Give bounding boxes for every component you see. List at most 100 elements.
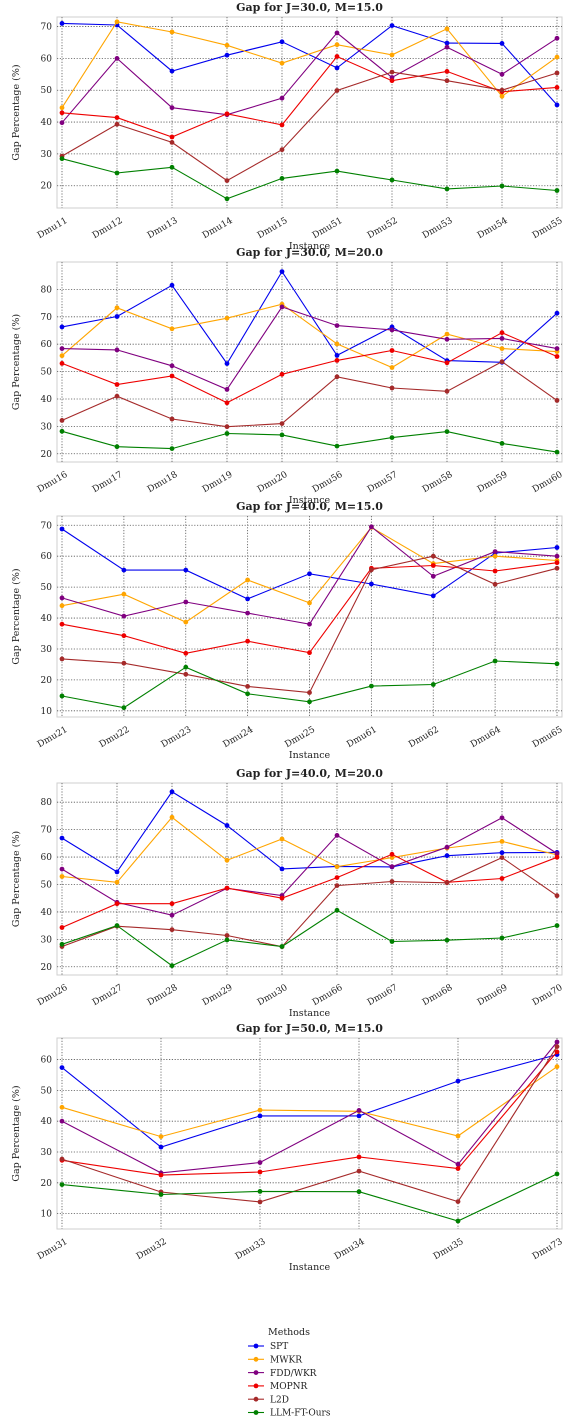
data-point-mopnr — [114, 382, 120, 387]
series-line-llm-ft-ours — [61, 430, 558, 453]
data-point-fdd-wkr — [444, 44, 450, 50]
data-point-l2d — [224, 178, 230, 184]
x-tick-label: Dmu68 — [421, 983, 455, 1008]
x-tick-label: Dmu57 — [366, 470, 400, 495]
data-point-l2d — [444, 880, 450, 886]
y-tick-label: 60 — [41, 1056, 53, 1066]
data-point-fdd-wkr — [430, 573, 436, 579]
legend-marker — [253, 1383, 259, 1389]
data-point-mopnr — [279, 122, 285, 128]
data-point-mopnr — [279, 895, 285, 901]
data-point-llm-ft-ours — [499, 183, 505, 189]
data-point-l2d — [114, 393, 120, 399]
x-tick-label: Dmu30 — [256, 983, 290, 1008]
data-point-mopnr — [307, 650, 312, 656]
data-point-l2d — [279, 147, 285, 153]
x-axis-label: Instance — [289, 241, 331, 252]
data-point-mwkr — [334, 341, 340, 347]
data-point-mwkr — [59, 105, 65, 111]
series-line-mopnr — [61, 1051, 558, 1176]
series-line-l2d — [61, 361, 558, 428]
x-tick-label: Dmu55 — [531, 216, 563, 241]
data-point-fdd-wkr — [183, 599, 189, 605]
data-point-fdd-wkr — [114, 347, 120, 353]
data-point-llm-ft-ours — [279, 944, 285, 949]
x-tick-label: Dmu27 — [91, 983, 125, 1008]
data-point-mwkr — [499, 93, 505, 99]
data-point-l2d — [444, 388, 450, 394]
data-point-fdd-wkr — [59, 1118, 65, 1124]
chart-title: Gap for J=40.0, M=15.0 — [236, 500, 383, 513]
legend-marker — [253, 1343, 259, 1349]
data-point-l2d — [369, 567, 374, 573]
data-point-mwkr — [224, 315, 230, 321]
data-point-llm-ft-ours — [334, 168, 340, 174]
data-point-llm-ft-ours — [389, 939, 395, 944]
data-point-mwkr — [492, 553, 498, 559]
y-tick-label: 30 — [41, 422, 53, 432]
data-point-l2d — [389, 879, 395, 884]
plot-area — [56, 16, 563, 209]
data-point-mopnr — [279, 371, 285, 377]
y-tick-label: 60 — [41, 853, 53, 863]
data-point-llm-ft-ours — [114, 923, 120, 928]
data-point-spt — [554, 310, 560, 316]
data-point-fdd-wkr — [257, 1160, 263, 1165]
y-tick-label: 40 — [41, 395, 53, 405]
y-tick-label: 30 — [41, 645, 53, 655]
data-point-spt — [114, 869, 120, 875]
data-point-llm-ft-ours — [499, 441, 505, 446]
data-point-spt — [224, 361, 230, 366]
data-point-mwkr — [158, 1134, 164, 1139]
data-point-mwkr — [334, 42, 340, 48]
data-point-llm-ft-ours — [224, 937, 230, 943]
data-point-llm-ft-ours — [554, 923, 560, 928]
series-line-l2d — [61, 856, 558, 948]
legend-label: MOPNR — [270, 1382, 308, 1392]
data-point-l2d — [334, 883, 340, 888]
data-point-mwkr — [114, 879, 120, 885]
data-point-mopnr — [114, 115, 120, 120]
y-tick-label: 20 — [41, 182, 53, 192]
y-axis-label: Gap Percentage (%) — [11, 314, 22, 410]
legend-entry-l2d: L2D — [248, 1395, 289, 1405]
data-point-l2d — [245, 684, 251, 689]
data-point-fdd-wkr — [59, 346, 65, 351]
x-tick-label: Dmu54 — [476, 216, 510, 241]
x-tick-label: Dmu70 — [531, 983, 563, 1008]
data-point-spt — [59, 21, 65, 26]
data-point-l2d — [499, 855, 505, 860]
legend-entry-spt: SPT — [248, 1342, 288, 1352]
data-point-mwkr — [499, 839, 505, 844]
data-point-mwkr — [389, 855, 395, 860]
legend-label: FDD/WKR — [270, 1369, 317, 1379]
data-point-mopnr — [158, 1172, 164, 1178]
data-point-fdd-wkr — [499, 815, 505, 821]
data-point-llm-ft-ours — [59, 1182, 65, 1187]
x-tick-label: Dmu18 — [146, 470, 180, 495]
data-point-mwkr — [499, 346, 505, 351]
legend: Methods SPT MWKR FDD/WKR MOPNR L2D LLM-FT-Ours — [248, 1327, 331, 1419]
y-tick-label: 60 — [41, 340, 53, 350]
data-point-fdd-wkr — [444, 336, 450, 342]
x-tick-label: Dmu32 — [135, 1237, 169, 1262]
data-point-spt — [455, 1078, 461, 1084]
series-line-mopnr — [61, 853, 558, 929]
data-point-l2d — [455, 1199, 461, 1204]
legend-marker — [253, 1410, 259, 1415]
legend-label: MWKR — [270, 1356, 302, 1366]
data-point-llm-ft-ours — [499, 935, 505, 941]
legend-marker — [253, 1396, 259, 1402]
x-tick-label: Dmu16 — [36, 470, 70, 495]
data-point-l2d — [499, 87, 505, 93]
data-point-fdd-wkr — [224, 387, 230, 392]
chart-title: Gap for J=30.0, M=20.0 — [236, 246, 383, 259]
data-point-l2d — [499, 359, 505, 365]
data-point-llm-ft-ours — [224, 431, 230, 436]
data-point-fdd-wkr — [169, 912, 175, 918]
x-tick-label: Dmu14 — [201, 216, 235, 241]
series-line-spt — [61, 22, 558, 106]
data-point-spt — [334, 65, 340, 71]
data-point-l2d — [356, 1168, 362, 1174]
